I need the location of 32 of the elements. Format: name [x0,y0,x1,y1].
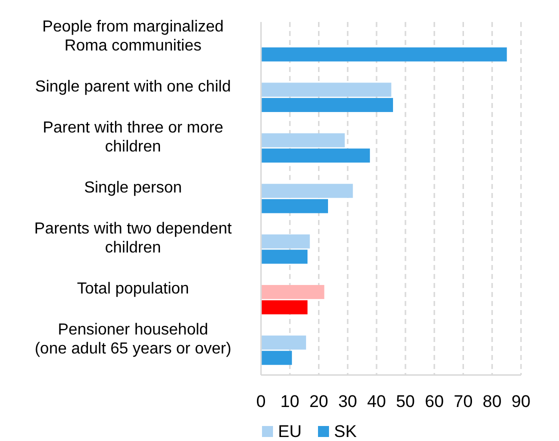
y-tick-label: Parent with three or more children [42,119,224,156]
x-tick-label: 60 [424,392,444,411]
bar [261,350,292,365]
bar [261,234,310,248]
x-tick-label: 30 [338,392,358,411]
bar [261,148,370,163]
x-tick-label: 20 [309,392,328,411]
bar [261,336,306,350]
legend-label: SK [334,422,358,441]
y-tick-label: Parents with two dependent children [34,220,232,257]
x-tick-label: 90 [512,392,530,411]
bar [261,250,308,264]
bar [261,184,353,198]
bar [261,47,507,62]
x-tick-label: 0 [256,392,266,411]
bar [261,82,392,97]
y-tick-label: Single person [84,180,182,196]
bar [261,199,328,214]
y-tick-label: Pensioner household (one adult 65 years or over) [34,322,232,358]
x-tick-label: 40 [367,392,386,411]
legend-label: EU [278,422,302,441]
bar [261,284,324,300]
bar [261,98,394,112]
y-tick-label: People from marginalized Roma communities [42,18,224,54]
x-tick-label: 10 [280,392,300,411]
x-tick-label: 80 [482,392,502,411]
y-tick-label: Single parent with one child [35,78,231,96]
bar [261,300,308,314]
x-tick-label: 70 [454,392,473,411]
bar [261,133,345,148]
y-tick-label: Total population [76,280,190,298]
x-tick-label: 50 [396,392,415,411]
